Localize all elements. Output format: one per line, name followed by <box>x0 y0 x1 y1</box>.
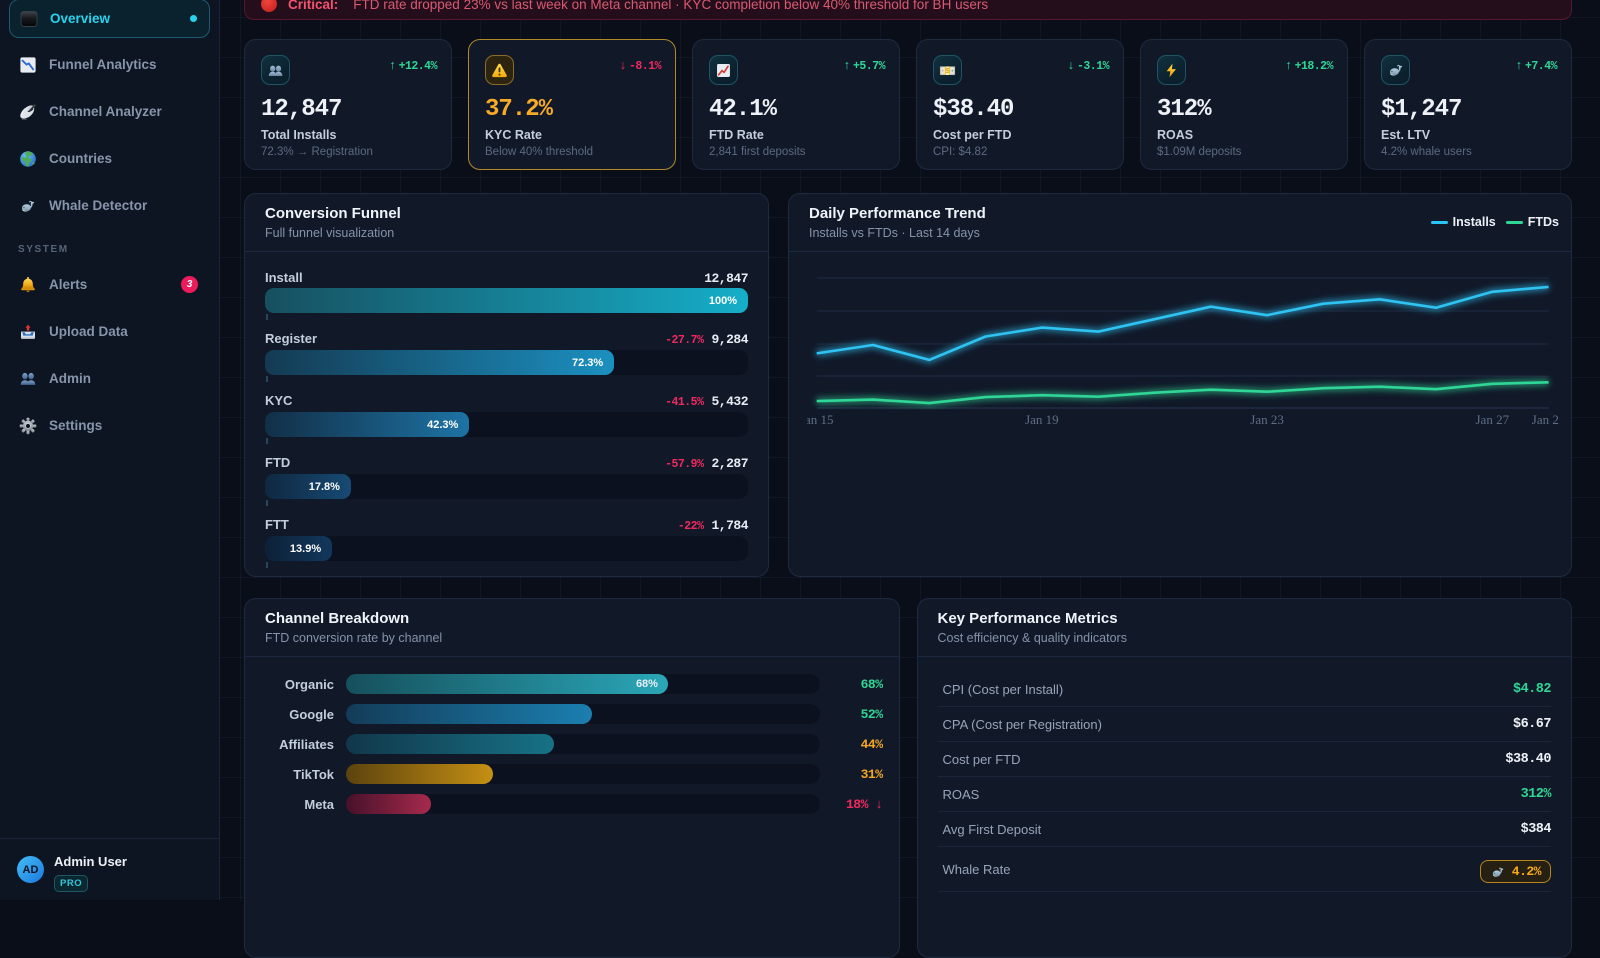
svg-text:Jan 19: Jan 19 <box>1025 412 1059 427</box>
svg-text:$: $ <box>945 66 950 75</box>
svg-text:Jan 28: Jan 28 <box>1532 412 1566 427</box>
svg-text:Jan 23: Jan 23 <box>1250 412 1284 427</box>
svg-text:Jan 15: Jan 15 <box>800 412 834 427</box>
svg-text:Jan 27: Jan 27 <box>1476 412 1510 427</box>
